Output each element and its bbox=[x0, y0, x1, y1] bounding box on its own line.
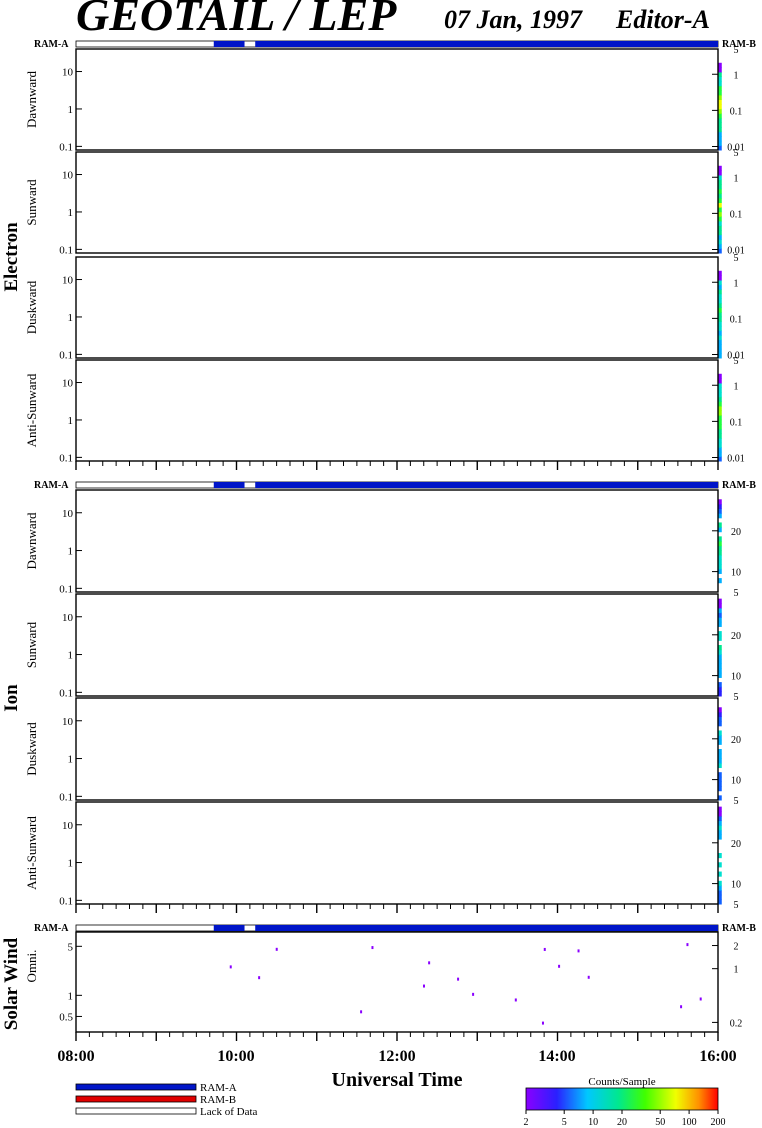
y-tick-label-right: 0.01 bbox=[727, 142, 745, 153]
y-tick-label-left: 1 bbox=[68, 207, 74, 219]
spectrogram-cell bbox=[717, 131, 722, 137]
spectrogram-cell bbox=[717, 127, 722, 133]
spectrogram-cell bbox=[717, 117, 722, 123]
spectrogram-panel bbox=[75, 151, 719, 254]
date-label: 07 Jan, 1997 bbox=[444, 5, 583, 34]
ram-a-segment bbox=[213, 41, 245, 47]
spectrogram-cell bbox=[717, 145, 722, 151]
spectrogram-cell bbox=[717, 122, 722, 128]
species-label-ion: Ion bbox=[1, 684, 22, 712]
y-tick-label-right: 1 bbox=[734, 70, 739, 81]
y-tick-label-left: 10 bbox=[62, 67, 74, 79]
y-tick-label-right: 1 bbox=[734, 173, 739, 184]
spectrogram-cell bbox=[717, 99, 722, 105]
spectrogram-cell bbox=[717, 85, 722, 91]
spectrogram-cell bbox=[717, 136, 722, 142]
y-tick-label-right: 0.1 bbox=[730, 106, 743, 117]
panel-label: Sunward bbox=[24, 179, 39, 226]
ram-b-label: RAM-B bbox=[722, 39, 756, 50]
ram-a-segment bbox=[255, 41, 718, 47]
spectrogram-cell bbox=[717, 113, 722, 119]
y-tick-label-left: 10 bbox=[62, 170, 74, 182]
spectrogram-cell bbox=[717, 81, 722, 87]
y-tick-label-right: 5 bbox=[734, 148, 739, 159]
spectrogram-panel bbox=[75, 48, 719, 151]
species-label-solar-wind: Solar Wind bbox=[1, 937, 22, 1030]
y-tick-label-left: 0.1 bbox=[59, 244, 73, 256]
spectrogram-cell bbox=[717, 140, 722, 146]
spectrogram-cell bbox=[717, 76, 722, 82]
spectrogram-cell bbox=[717, 94, 722, 100]
panels-layer: RAM-A RAM-B Dawnward 0.1 1 10 5 1 0.1 0.01 Sunward… bbox=[24, 39, 756, 1041]
spectrogram-cell bbox=[717, 104, 722, 110]
spectrogram-cell bbox=[717, 108, 722, 114]
spectrogram-cell bbox=[717, 71, 722, 78]
ram-a-label: RAM-A bbox=[34, 39, 69, 50]
spectrogram-cell bbox=[717, 67, 722, 73]
y-tick-label-left: 1 bbox=[68, 104, 74, 116]
figure-title: GEOTAIL / LEP bbox=[76, 0, 397, 40]
spectrogram-cell bbox=[717, 62, 722, 68]
y-tick-label-right: 5 bbox=[734, 45, 739, 56]
species-label-electron: Electron bbox=[1, 222, 22, 292]
y-tick-label-right: 0.1 bbox=[730, 209, 743, 220]
editor-label: Editor-A bbox=[615, 5, 710, 34]
spectrogram-cell bbox=[717, 90, 722, 96]
panel-label: Dawnward bbox=[24, 70, 39, 128]
y-tick-label-left: 0.1 bbox=[59, 141, 73, 153]
